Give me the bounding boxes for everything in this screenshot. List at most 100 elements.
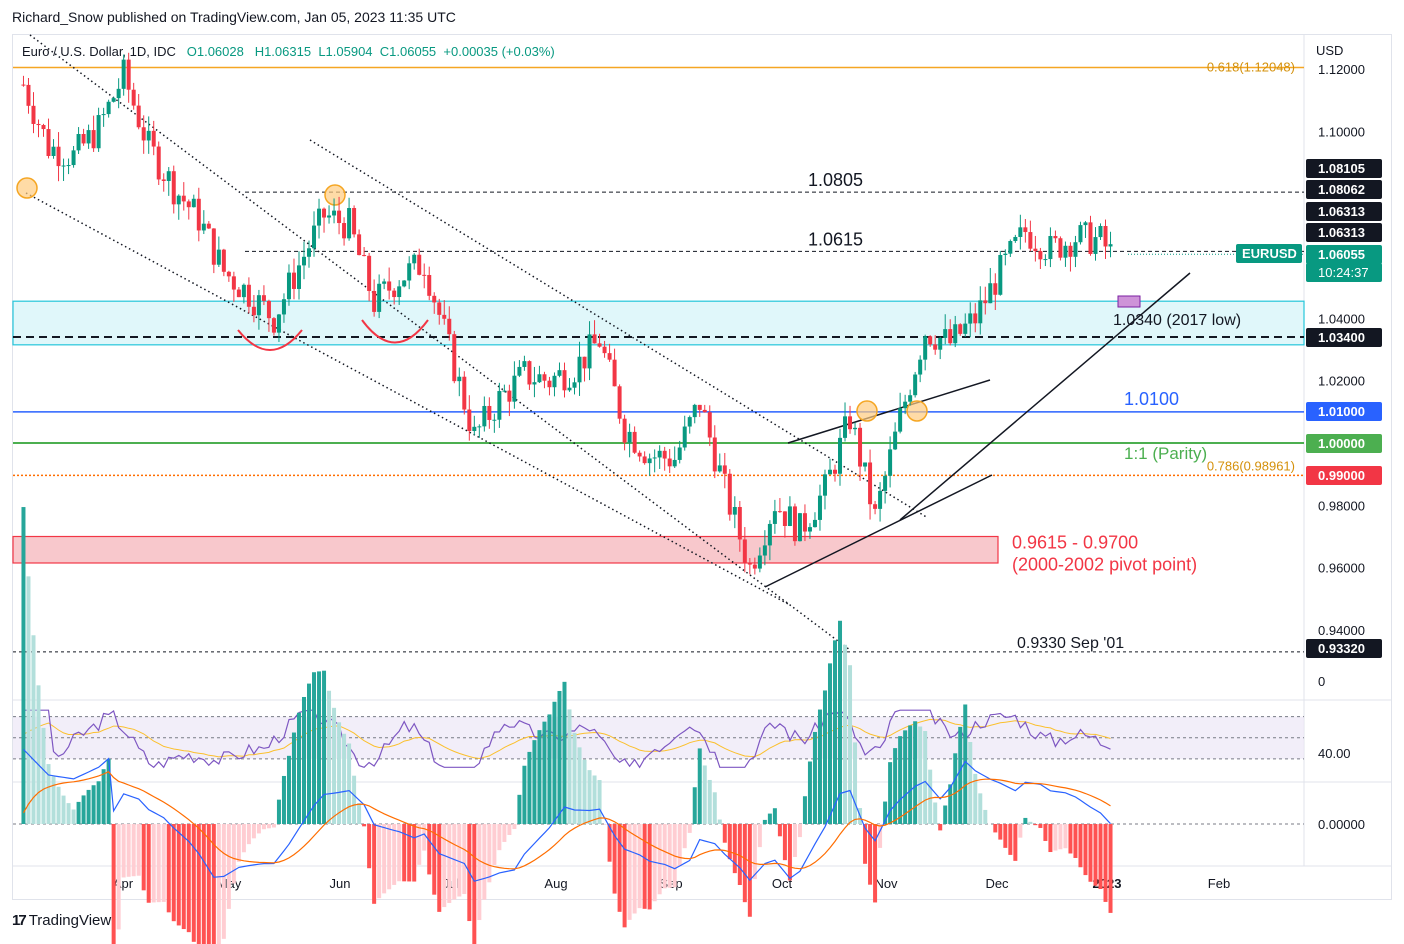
candle [256,289,261,330]
macd-histogram-bar [647,824,652,910]
candle [1088,215,1093,256]
macd-histogram-bar [281,775,286,824]
candle [888,436,893,488]
candle [61,158,66,181]
macd-histogram-bar [562,681,567,824]
zone-sublabel: (2000-2002 pivot point) [1012,555,1197,575]
macd-histogram-bar [367,824,372,869]
candle [527,360,532,390]
currency-label[interactable]: USD [1316,43,1344,58]
candle [672,446,677,469]
macd-histogram-bar [296,712,301,824]
macd-histogram-bar [572,732,577,824]
candle [833,464,838,482]
candle [46,118,51,159]
level-label: 1.0340 (2017 low) [1113,312,1241,329]
time-tick-label: Apr [113,876,134,891]
svg-text:1.01000: 1.01000 [1318,404,1365,419]
macd-histogram-bar [412,824,417,882]
candle [191,194,196,208]
support-zone [12,300,1305,346]
candle [757,547,762,573]
candle [657,445,662,469]
candle [482,396,487,432]
candle [141,115,146,154]
candle [822,469,827,510]
candle [983,286,988,315]
macd-histogram-bar [687,824,692,833]
candle [161,173,166,192]
candle [36,119,41,138]
candle [707,405,712,447]
candle [81,128,86,146]
candle [296,251,301,300]
candle [817,484,822,531]
macd-histogram-bar [1043,824,1048,841]
candle [1003,249,1008,266]
candle [357,229,362,256]
macd-line [23,748,1111,882]
macd-histogram-bar [522,765,527,824]
macd-histogram-bar [1073,824,1078,858]
candle [998,250,1003,296]
candle [577,341,582,396]
symbol-title: Euro / U.S. Dollar, 1D, IDC [22,44,176,59]
macd-histogram-bar [747,824,752,917]
macd-histogram-bar [1088,824,1093,882]
pivot-zone [12,535,999,564]
candle [121,54,126,96]
symbol-legend[interactable]: Euro / U.S. Dollar, 1D, IDC O1.06028 H1.… [22,44,555,59]
macd-histogram-bar [1083,824,1088,876]
macd-histogram-bar [131,824,136,877]
candle [737,501,742,552]
macd-histogram-bar [527,751,532,824]
macd-histogram-bar [206,824,211,944]
macd-histogram-bar [607,824,612,862]
level-label: 0.786(0.98961) [1207,458,1295,473]
macd-histogram-bar [938,824,943,831]
candle [993,273,998,311]
macd-histogram-bar [181,824,186,930]
macd-histogram-bar [256,824,261,834]
candle [347,197,352,241]
candle [457,367,462,397]
macd-histogram-bar [953,753,958,824]
tradingview-brand[interactable]: 17 TradingView [12,912,111,929]
macd-histogram-bar [307,683,312,824]
candle [697,404,702,417]
macd-histogram-bar [397,824,402,882]
macd-histogram-bar [812,731,817,824]
macd-histogram-bar [276,799,281,824]
rsi-pane[interactable]: 40.00 [13,709,1351,769]
macd-histogram-bar [1103,824,1108,902]
price-axis[interactable]: 1.12000 1.10000 1.04000 1.02000 0.98000 0.960… [1318,62,1365,689]
candle [1108,231,1113,258]
touch-circle-1 [16,177,38,199]
candle [156,141,161,186]
candle [893,422,898,451]
candle [938,336,943,360]
channel-mid-line [309,139,929,519]
level-label: 0.618(1.12048) [1207,60,1295,75]
candle [181,182,186,211]
macd-histogram-bar [557,690,562,824]
candle [86,124,91,149]
candle [582,356,587,382]
macd-histogram-bar [843,644,848,824]
macd-histogram-bar [727,824,732,860]
candle [747,558,752,575]
macd-histogram-bar [407,824,412,882]
macd-histogram-bar [51,776,56,824]
candle [1043,254,1048,267]
macd-histogram-bar [437,824,442,912]
head-shoulders-left-arc [237,329,303,351]
candle [772,499,777,534]
macd-histogram-bar [943,805,948,824]
macd-histogram-bar [231,824,236,884]
ohlc-close: C1.06055 [379,44,437,59]
level-label: 1.0615 [808,229,863,249]
price-tag: 0.99000 [1306,466,1382,485]
candle [116,78,121,109]
macd-pane[interactable]: 0.00000 [13,507,1365,944]
